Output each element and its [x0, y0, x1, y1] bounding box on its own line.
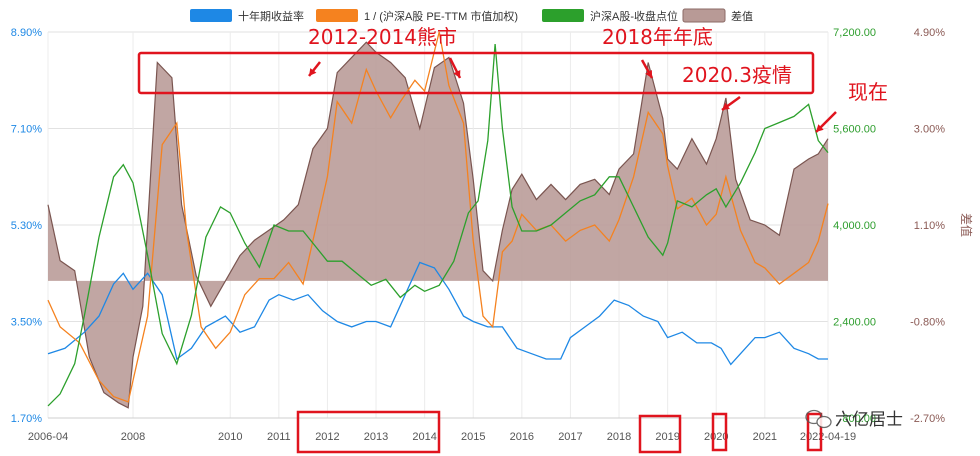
right-index-tick-label: 5,600.00	[833, 124, 876, 136]
legend-item-1: 1 / (沪深A股 PE-TTM 市值加权)	[316, 9, 518, 23]
right-index-tick-label: 4,000.00	[833, 220, 876, 232]
x-tick-label: 2021	[753, 431, 777, 443]
x-tick-label: 2010	[218, 431, 242, 443]
legend-item-3: 差值	[682, 8, 753, 23]
watermark: 六亿居士	[805, 409, 903, 430]
series-line-2	[47, 44, 829, 407]
x-tick-label: 2015	[461, 431, 485, 443]
highlight-box-2019	[638, 414, 682, 454]
annotation-now: 现在	[848, 80, 888, 104]
x-tick-label: 2006-04	[28, 431, 68, 443]
right-diff-tick-label: -2.70%	[910, 413, 945, 425]
legend-label: 1 / (沪深A股 PE-TTM 市值加权)	[364, 9, 518, 23]
right-diff-axis-title: 差值	[959, 213, 974, 237]
x-tick-label: 2016	[510, 431, 534, 443]
series-diff-line	[47, 41, 829, 409]
right-diff-tick-label: 4.90%	[914, 27, 945, 39]
left-tick-label: 3.50%	[11, 317, 42, 329]
legend-swatch	[316, 9, 358, 22]
x-tick-label: 2020	[704, 431, 728, 443]
arrow-2018-head	[645, 70, 652, 78]
legend-swatch	[682, 8, 726, 23]
right-index-tick-label: 7,200.00	[833, 27, 876, 39]
chart-legend[interactable]: 十年期收益率 1 / (沪深A股 PE-TTM 市值加权) 沪深A股-收盘点位 差值	[190, 8, 753, 23]
right-diff-tick-label: 1.10%	[914, 220, 945, 232]
annotation-2012-2014: 2012-2014熊市	[308, 25, 457, 49]
right-diff-tick-label: -0.80%	[910, 317, 945, 329]
x-tick-label: 2012	[315, 431, 339, 443]
wechat-bubble-2	[816, 415, 832, 429]
plot-area	[47, 31, 829, 409]
highlight-box-main	[137, 51, 815, 95]
legend-swatch	[190, 9, 232, 22]
x-tick-label: 2013	[364, 431, 388, 443]
left-tick-label: 5.30%	[11, 220, 42, 232]
legend-item-2: 沪深A股-收盘点位	[542, 9, 678, 23]
highlight-box-2012-2014	[296, 410, 441, 454]
left-tick-label: 1.70%	[11, 413, 42, 425]
x-tick-label: 2008	[121, 431, 145, 443]
annotation-2018: 2018年年底	[602, 25, 713, 49]
series-diff-area	[48, 42, 828, 408]
series-line-1	[47, 31, 829, 403]
x-tick-label: 2019	[655, 431, 679, 443]
arrow-now-head	[816, 124, 824, 132]
highlight-box-2022	[806, 412, 823, 452]
x-tick-label: 2017	[558, 431, 582, 443]
highlight-box-2020	[711, 412, 728, 452]
legend-item-0: 十年期收益率	[190, 9, 304, 23]
arrow-2012-head	[309, 68, 317, 76]
left-tick-label: 7.10%	[11, 124, 42, 136]
series-line-0	[47, 261, 828, 366]
x-tick-label: 2011	[267, 431, 291, 443]
annotation-2020: 2020.3疫情	[682, 63, 792, 87]
legend-swatch	[542, 9, 584, 22]
x-tick-label: 2022-04-19	[800, 431, 856, 443]
right-index-tick-label: 2,400.00	[833, 317, 876, 329]
legend-label: 十年期收益率	[238, 9, 304, 23]
legend-label: 差值	[731, 9, 753, 23]
watermark-text: 六亿居士	[835, 410, 903, 430]
left-tick-label: 8.90%	[11, 27, 42, 39]
wechat-icon	[805, 409, 832, 429]
arrow-2020-head	[722, 102, 730, 110]
right-diff-tick-label: 3.00%	[914, 124, 945, 136]
x-tick-label: 2014	[412, 431, 436, 443]
arrow-2014-head	[453, 70, 461, 78]
x-tick-label: 2018	[607, 431, 631, 443]
legend-label: 沪深A股-收盘点位	[590, 9, 678, 23]
right-index-tick-label: 800.00	[842, 413, 876, 425]
